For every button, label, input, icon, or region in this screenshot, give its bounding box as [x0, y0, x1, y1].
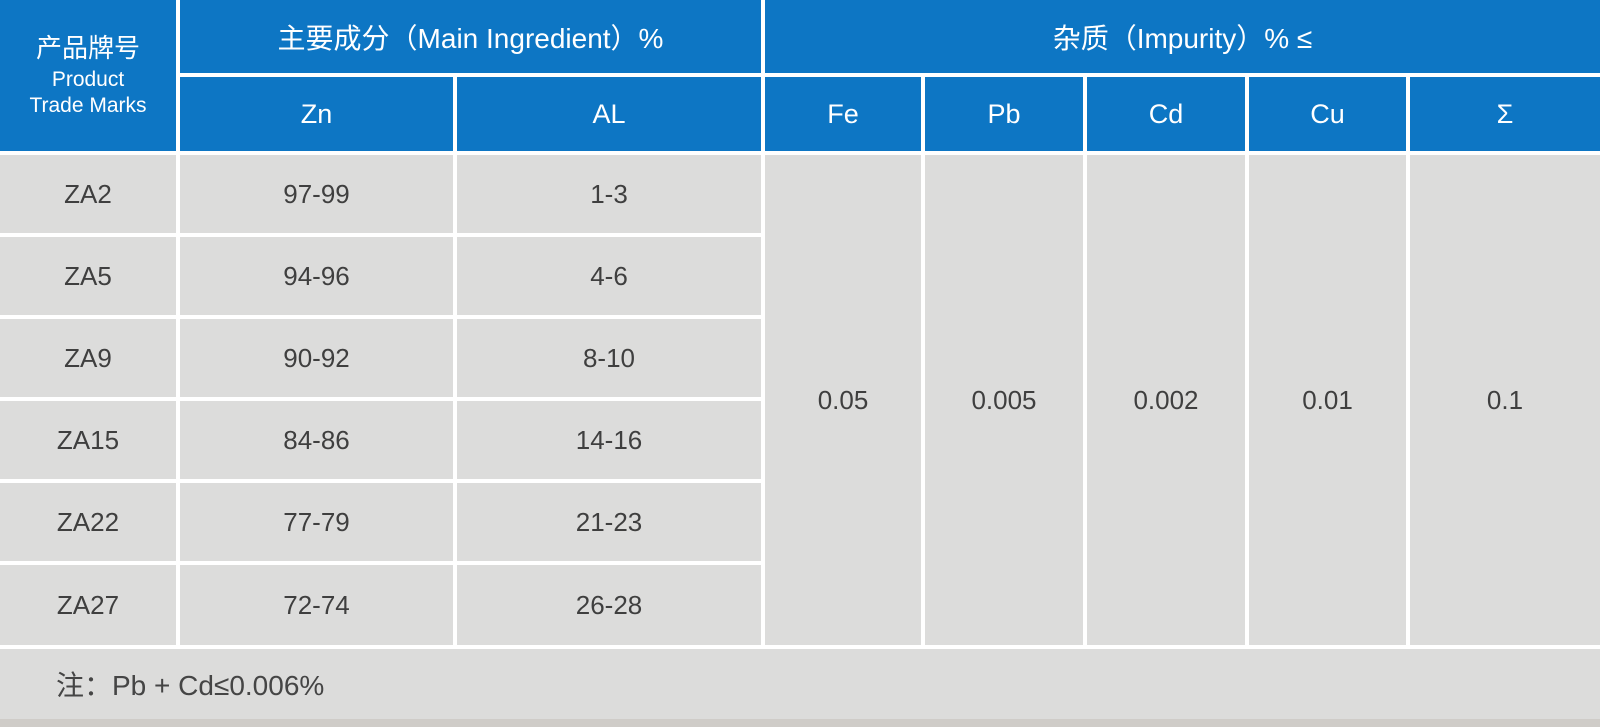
row-za2-al: 1-3 — [457, 155, 761, 233]
header-product-en-line1: Product — [51, 67, 125, 91]
footer-shade — [0, 719, 1600, 727]
header-group-main-ingredient: 主要成分（Main Ingredient）% — [180, 0, 761, 73]
row-za27-al: 26-28 — [457, 565, 761, 645]
impurity-limit-pb: 0.005 — [925, 155, 1083, 645]
row-za5-mark: ZA5 — [0, 237, 176, 315]
header-col-pb: Pb — [925, 77, 1083, 151]
header-group-impurity: 杂质（Impurity）% ≤ — [765, 0, 1600, 73]
row-za15-al: 14-16 — [457, 401, 761, 479]
header-col-cu: Cu — [1249, 77, 1406, 151]
header-col-fe: Fe — [765, 77, 921, 151]
header-col-zn: Zn — [180, 77, 453, 151]
row-za15-zn: 84-86 — [180, 401, 453, 479]
header-product-trade-marks: 产品牌号 Product Trade Marks — [0, 0, 176, 151]
row-za22-al: 21-23 — [457, 483, 761, 561]
header-col-al: AL — [457, 77, 761, 151]
row-za5-zn: 94-96 — [180, 237, 453, 315]
impurity-limit-sum: 0.1 — [1410, 155, 1600, 645]
row-za2-zn: 97-99 — [180, 155, 453, 233]
row-za9-mark: ZA9 — [0, 319, 176, 397]
row-za27-zn: 72-74 — [180, 565, 453, 645]
impurity-limit-cd: 0.002 — [1087, 155, 1245, 645]
row-za22-zn: 77-79 — [180, 483, 453, 561]
row-za27-mark: ZA27 — [0, 565, 176, 645]
impurity-limit-fe: 0.05 — [765, 155, 921, 645]
alloy-spec-table: 产品牌号 Product Trade Marks 主要成分（Main Ingre… — [0, 0, 1600, 645]
row-za9-al: 8-10 — [457, 319, 761, 397]
header-col-sum: Σ — [1410, 77, 1600, 151]
row-za22-mark: ZA22 — [0, 483, 176, 561]
row-za2-mark: ZA2 — [0, 155, 176, 233]
note-band: 注：Pb + Cd≤0.006% — [0, 649, 1600, 727]
header-product-en-line2: Trade Marks — [29, 93, 147, 117]
row-za9-zn: 90-92 — [180, 319, 453, 397]
header-col-cd: Cd — [1087, 77, 1245, 151]
row-za15-mark: ZA15 — [0, 401, 176, 479]
impurity-limit-cu: 0.01 — [1249, 155, 1406, 645]
header-product-zh: 产品牌号 — [35, 33, 140, 63]
row-za5-al: 4-6 — [457, 237, 761, 315]
note-text: 注：Pb + Cd≤0.006% — [56, 670, 325, 701]
